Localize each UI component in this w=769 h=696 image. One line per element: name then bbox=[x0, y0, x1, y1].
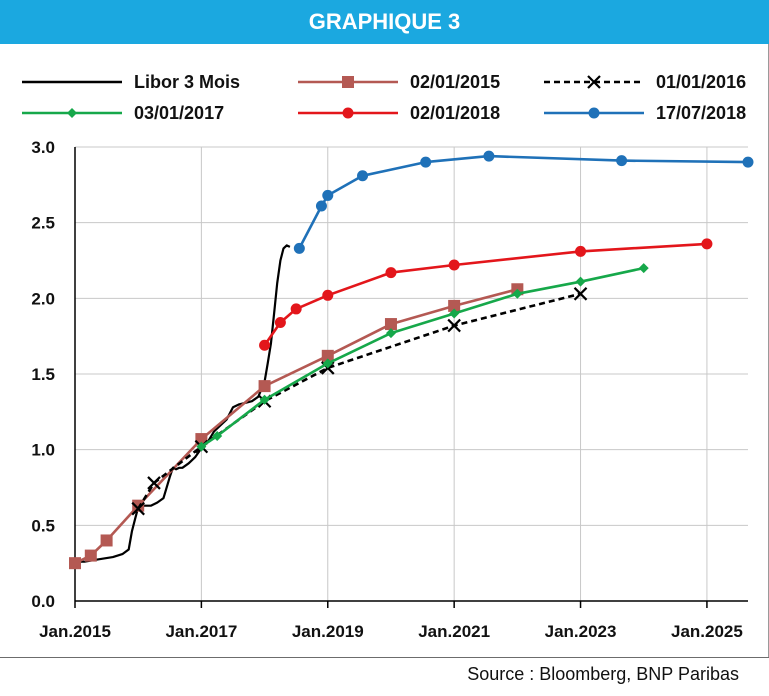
data-point-s1 bbox=[448, 299, 461, 312]
legend-label-1: 02/01/2015 bbox=[410, 72, 500, 92]
legend-label-5: 17/07/2018 bbox=[656, 103, 746, 123]
data-point-s2 bbox=[447, 318, 461, 333]
axes bbox=[74, 147, 748, 608]
data-point-s5 bbox=[483, 150, 495, 162]
chart-title: GRAPHIQUE 3 bbox=[308, 9, 461, 34]
data-point-s3 bbox=[385, 328, 396, 339]
source-note: Source : Bloomberg, BNP Paribas bbox=[467, 664, 739, 684]
series-lines bbox=[69, 150, 754, 570]
x-tick-label: Jan.2023 bbox=[545, 622, 617, 641]
x-tick-label: Jan.2015 bbox=[39, 622, 111, 641]
data-point-s5 bbox=[315, 200, 327, 212]
y-tick-label: 0.0 bbox=[31, 592, 55, 611]
data-point-s1 bbox=[69, 557, 81, 570]
data-point-s5 bbox=[293, 242, 305, 254]
y-tick-label: 1.0 bbox=[31, 441, 55, 460]
data-point-s3 bbox=[638, 263, 649, 274]
data-point-s5 bbox=[742, 156, 754, 168]
data-point-s1 bbox=[384, 318, 397, 331]
data-point-s5 bbox=[616, 155, 628, 167]
data-point-s4 bbox=[575, 245, 587, 257]
data-point-s1 bbox=[258, 380, 271, 393]
legend-marker-5 bbox=[588, 107, 600, 119]
x-tick-label: Jan.2017 bbox=[165, 622, 237, 641]
data-point-s4 bbox=[448, 259, 460, 271]
data-point-s3 bbox=[322, 358, 333, 369]
data-point-s3 bbox=[575, 276, 586, 287]
data-point-s3 bbox=[212, 431, 223, 442]
x-tick-label: Jan.2019 bbox=[292, 622, 364, 641]
frame-bottom-rule bbox=[0, 657, 769, 658]
legend-label-2: 01/01/2016 bbox=[656, 72, 746, 92]
legend-marker-2 bbox=[587, 75, 601, 89]
y-tick-label: 1.5 bbox=[31, 365, 55, 384]
data-point-s1 bbox=[132, 499, 145, 512]
legend-label-4: 02/01/2018 bbox=[410, 103, 500, 123]
data-point-s5 bbox=[420, 156, 432, 168]
data-point-s4 bbox=[701, 238, 713, 250]
legend-marker-1 bbox=[342, 76, 354, 88]
legend-marker-3 bbox=[67, 108, 77, 118]
y-tick-label: 3.0 bbox=[31, 138, 55, 157]
series-line-0 bbox=[75, 244, 291, 563]
data-point-s2 bbox=[147, 476, 161, 490]
data-point-s4 bbox=[385, 267, 397, 279]
tick-labels: 0.0 0.5 1.0 1.5 2.0 2.5 3.0 Jan.2015 Jan.2017 Jan… bbox=[31, 138, 742, 641]
data-point-s4 bbox=[274, 317, 286, 329]
x-tick-label: Jan.2025 bbox=[671, 622, 743, 641]
data-point-s1 bbox=[195, 433, 208, 446]
data-point-s5 bbox=[322, 189, 334, 201]
data-point-s1 bbox=[321, 349, 334, 362]
series-line-5 bbox=[298, 154, 749, 250]
series-line-1 bbox=[74, 288, 518, 565]
data-point-s3 bbox=[449, 308, 460, 319]
data-point-s3 bbox=[512, 288, 523, 299]
grid-lines bbox=[75, 146, 748, 601]
data-point-s2 bbox=[131, 501, 145, 516]
y-tick-label: 2.0 bbox=[31, 289, 55, 308]
legend: Libor 3 Mois 02/01/2015 01/01/2016 03/01/20… bbox=[22, 72, 746, 123]
legend-label-3: 03/01/2017 bbox=[134, 103, 224, 123]
data-point-s4 bbox=[259, 339, 271, 351]
data-point-s5 bbox=[357, 170, 369, 182]
y-tick-label: 2.5 bbox=[31, 214, 55, 233]
data-point-s3 bbox=[196, 441, 207, 452]
data-point-s1 bbox=[84, 549, 97, 562]
title-bar bbox=[0, 0, 769, 44]
legend-marker-4 bbox=[342, 107, 354, 119]
x-tick-label: Jan.2021 bbox=[418, 622, 490, 641]
data-point-s3 bbox=[259, 394, 270, 405]
data-point-s4 bbox=[290, 303, 302, 315]
data-point-s1 bbox=[100, 534, 113, 547]
data-point-s2 bbox=[573, 287, 588, 301]
y-tick-label: 0.5 bbox=[31, 516, 55, 535]
legend-label-0: Libor 3 Mois bbox=[134, 72, 240, 92]
series-line-2 bbox=[137, 292, 581, 510]
data-point-s4 bbox=[322, 289, 334, 301]
